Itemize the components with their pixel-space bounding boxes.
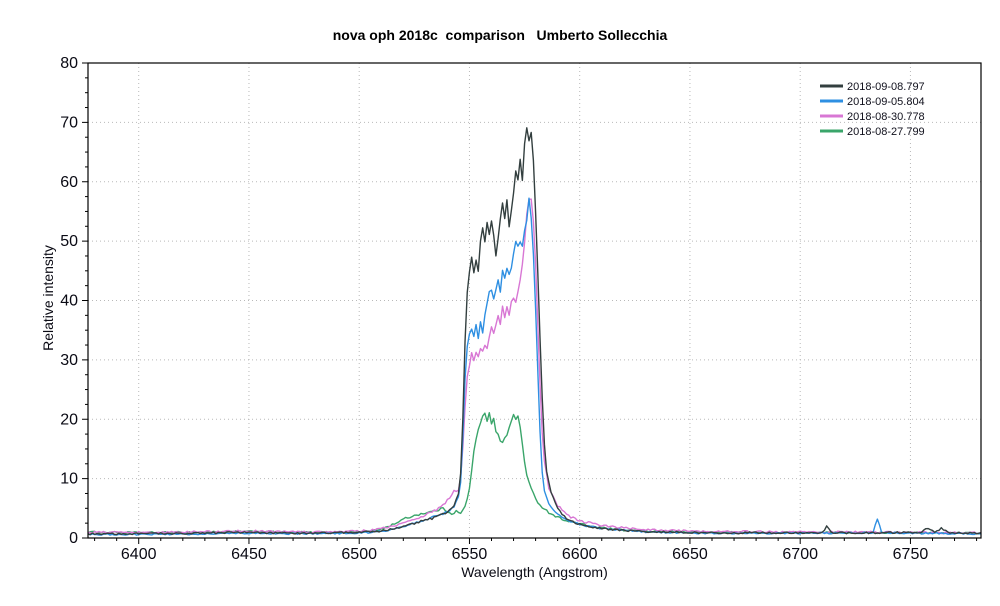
x-tick-label: 6400 [121,546,157,563]
chart-title: nova oph 2018c comparison Umberto Sollec… [332,27,668,43]
y-tick-label: 80 [60,55,78,72]
series-line-2018-08-27.799 [88,411,981,535]
y-tick-label: 0 [69,530,78,547]
tick-labels: 6400 6450 6500 6550 6600 6650 6700 6750 0 10 20 30 4… [60,55,928,563]
y-tick-label: 10 [60,471,78,488]
plot-frame [87,62,982,539]
legend-label: 2018-08-27.799 [847,126,925,138]
series-line-2018-09-05.804 [88,197,981,536]
series-line-2018-09-08.797 [88,127,981,536]
axis-ticks [82,62,978,544]
legend-label: 2018-09-05.804 [847,96,925,108]
y-tick-label: 40 [60,293,78,310]
legend-label: 2018-08-30.778 [847,111,925,123]
x-tick-label: 6650 [672,546,708,563]
x-tick-label: 6550 [452,546,488,563]
series-line-2018-08-30.778 [88,198,981,535]
gridlines [88,63,981,538]
y-tick-label: 50 [60,233,78,250]
x-tick-label: 6500 [341,546,377,563]
y-tick-label: 30 [60,352,78,369]
series-lines [88,127,981,536]
y-tick-label: 60 [60,174,78,191]
x-tick-label: 6450 [231,546,267,563]
legend-label: 2018-09-08.797 [847,81,925,93]
legend: 2018-09-08.797 2018-09-05.804 2018-08-30.7… [820,81,925,138]
x-axis-label: Wavelength (Angstrom) [461,564,608,580]
x-tick-label: 6750 [893,546,929,563]
y-tick-label: 20 [60,411,78,428]
x-tick-label: 6700 [782,546,818,563]
x-tick-label: 6600 [562,546,598,563]
y-tick-label: 70 [60,114,78,131]
